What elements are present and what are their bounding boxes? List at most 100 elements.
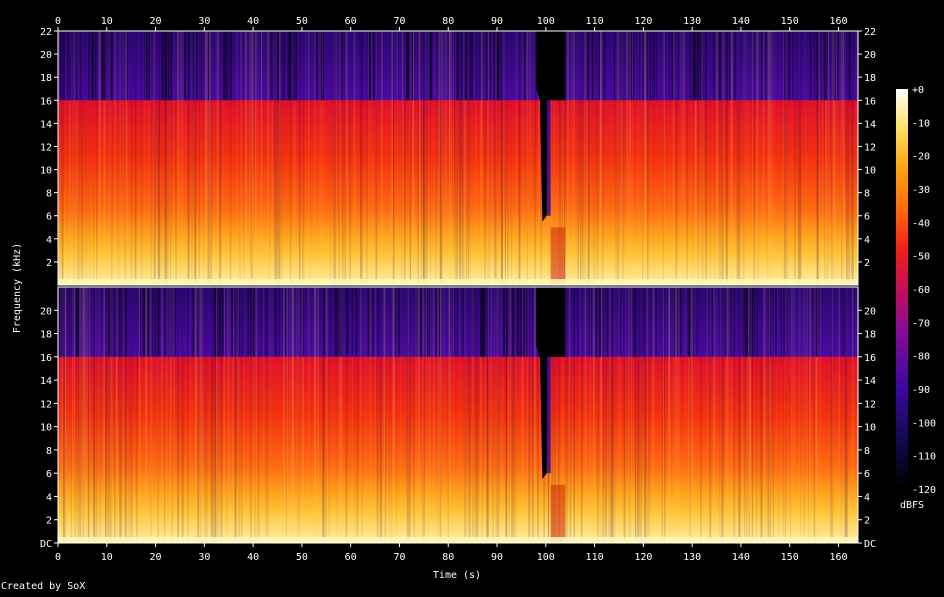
spectrogram-streak (447, 287, 449, 543)
spectrogram-streak (110, 287, 112, 357)
spectrogram-streak (697, 31, 700, 285)
spectrogram-streak (207, 31, 209, 285)
spectrogram-streak (664, 287, 666, 543)
spectrogram-streak (173, 287, 176, 543)
spectrogram-streak (528, 287, 530, 543)
x-tick-label-top: 150 (781, 16, 799, 27)
spectrogram-streak (637, 31, 639, 285)
spectrogram-streak (585, 31, 586, 285)
spectrogram-streak (754, 287, 756, 357)
spectrogram-streak (713, 31, 715, 101)
spectrogram-streak (569, 287, 572, 543)
spectrogram-streak (511, 287, 513, 543)
spectrogram-streak (635, 287, 637, 543)
spectrogram-streak (690, 31, 692, 285)
spectrogram-streak (584, 287, 586, 543)
spectrogram-streak (775, 287, 777, 357)
spectrogram-streak (653, 31, 655, 285)
spectrogram-streak (426, 287, 427, 543)
spectrogram-streak (409, 31, 411, 285)
spectrogram-streak (256, 287, 258, 543)
spectrogram-streak (553, 287, 556, 543)
spectrogram-streak (629, 287, 631, 543)
spectrogram-streak (799, 31, 802, 285)
spectrogram-streak (218, 31, 221, 285)
spectrogram-streak (551, 287, 554, 543)
spectrogram-streak (126, 31, 128, 285)
spectrogram-streak (417, 31, 419, 285)
spectrogram-streak (74, 287, 77, 543)
spectrogram-streak (217, 287, 219, 357)
spectrogram-streak (522, 31, 524, 285)
spectrogram-streak (448, 287, 450, 543)
spectrogram-streak (260, 287, 262, 357)
colorbar-tick-label: -120 (912, 485, 936, 496)
spectrogram-streak (375, 31, 377, 285)
spectrogram-streak (834, 31, 836, 101)
spectrogram-streak (339, 31, 341, 285)
spectrogram-streak (512, 287, 515, 543)
spectrogram-streak (813, 287, 816, 543)
spectrogram-streak (220, 287, 222, 543)
spectrogram-streak (250, 31, 252, 285)
x-tick-label-top: 20 (150, 16, 162, 27)
spectrogram-streak (437, 287, 439, 543)
spectrogram-streak (196, 287, 198, 357)
spectrogram-streak (630, 31, 632, 285)
spectrogram-streak (438, 287, 439, 543)
spectrogram-streak (581, 287, 583, 543)
spectrogram-streak (236, 31, 238, 285)
spectrogram-streak (503, 31, 505, 285)
spectrogram-streak (475, 31, 477, 285)
y-tick-label-right: 18 (864, 330, 876, 341)
spectrogram-streak (465, 31, 467, 101)
spectrogram-streak (86, 287, 88, 543)
spectrogram-streak (817, 31, 819, 101)
spectrogram-streak (690, 31, 692, 101)
spectrogram-streak (197, 287, 200, 543)
spectrogram-streak (694, 31, 696, 101)
spectrogram-streak (531, 287, 533, 543)
spectrogram-streak (323, 287, 325, 357)
spectrogram-streak (191, 31, 193, 285)
spectrogram-streak (725, 287, 727, 543)
spectrogram-streak (464, 287, 467, 543)
spectrogram-streak (679, 287, 682, 357)
spectrogram-streak (164, 287, 167, 357)
spectrogram-streak (511, 287, 513, 543)
spectrogram-streak (150, 31, 152, 285)
spectrogram-streak (214, 287, 216, 357)
spectrogram-streak (94, 287, 96, 543)
spectrogram-streak (433, 31, 435, 285)
spectrogram-streak (722, 287, 725, 543)
spectrogram-streak (800, 287, 802, 543)
spectrogram-streak (428, 287, 431, 543)
spectrogram-streak (290, 31, 292, 101)
spectrogram-streak (298, 287, 300, 543)
spectrogram-streak (424, 31, 427, 285)
spectrogram-streak (242, 287, 244, 357)
spectrogram-streak (87, 287, 90, 543)
spectrogram-streak (814, 287, 816, 543)
spectrogram-streak (285, 287, 286, 357)
spectrogram-streak (103, 287, 106, 543)
spectrogram-streak (684, 31, 686, 285)
spectrogram-streak (726, 287, 729, 543)
x-tick-label-top: 40 (247, 16, 259, 27)
spectrogram-streak (345, 287, 347, 543)
spectrogram-streak (439, 287, 442, 543)
y-tick-label-left: 6 (46, 469, 52, 480)
spectrogram-streak (465, 31, 468, 285)
spectrogram-streak (315, 287, 316, 543)
spectrogram-streak (808, 287, 809, 543)
spectrogram-streak (705, 31, 707, 101)
spectrogram-streak (421, 287, 423, 357)
spectrogram-streak (276, 31, 279, 285)
spectrogram-streak (497, 31, 499, 101)
spectrogram-streak (269, 287, 271, 543)
spectrogram-streak (846, 31, 848, 285)
x-tick-label-bottom: 70 (393, 552, 405, 563)
spectrogram-streak (289, 31, 292, 285)
spectrogram-streak (486, 31, 488, 101)
spectrogram-streak (138, 287, 140, 543)
